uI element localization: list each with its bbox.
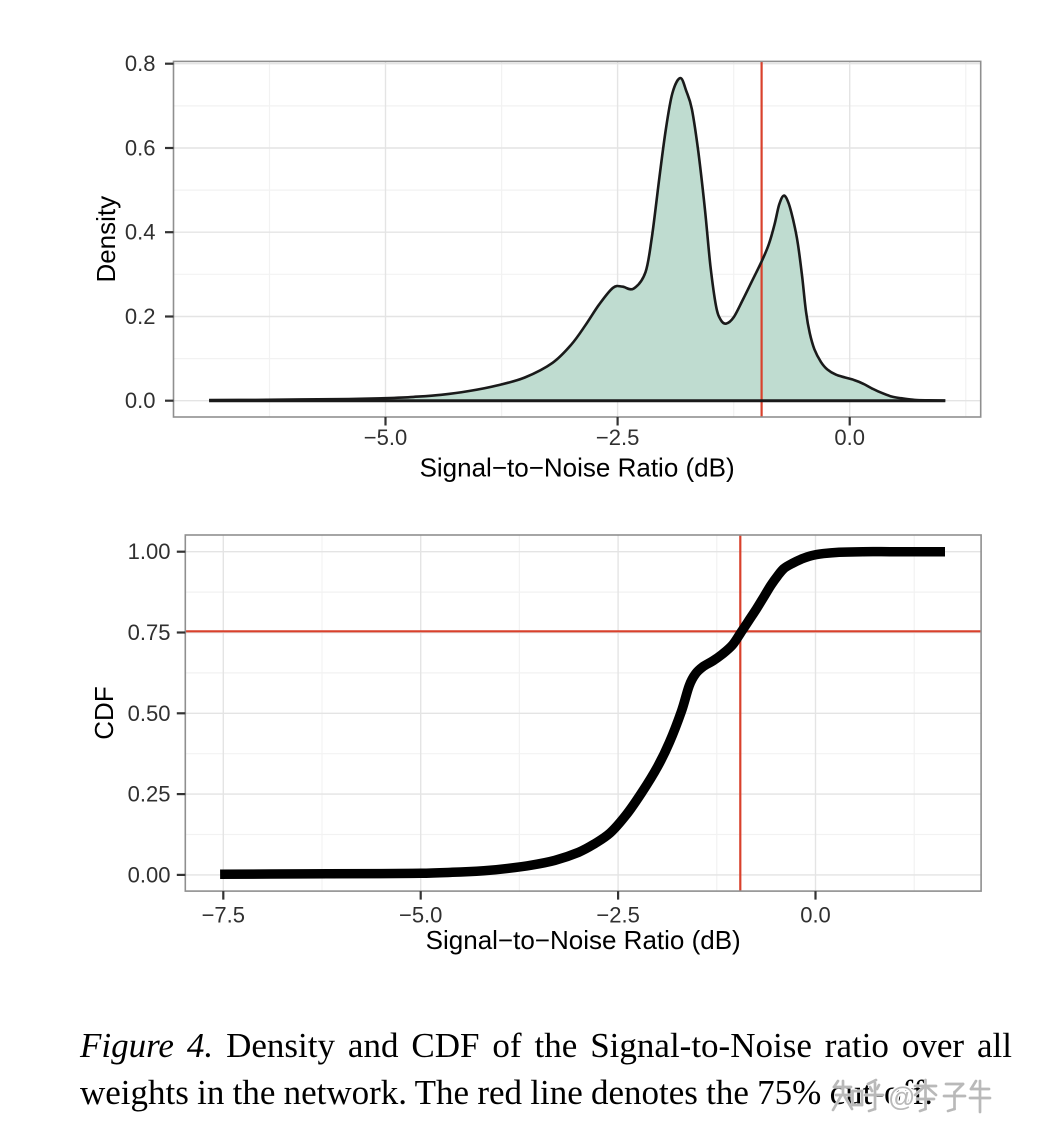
svg-text:Signal−to−Noise Ratio (dB): Signal−to−Noise Ratio (dB) (420, 453, 735, 483)
svg-text:−2.5: −2.5 (596, 425, 639, 450)
svg-text:0.0: 0.0 (834, 425, 865, 450)
svg-text:@: @ (888, 1082, 915, 1112)
svg-text:0.8: 0.8 (125, 51, 156, 76)
svg-text:0.2: 0.2 (125, 304, 156, 329)
svg-text:@: @ (888, 1082, 915, 1112)
svg-text:CDF: CDF (89, 686, 119, 739)
svg-text:−2.5: −2.5 (596, 903, 639, 928)
svg-text:Density: Density (91, 196, 121, 283)
svg-text:−5.0: −5.0 (399, 903, 442, 928)
svg-text:−7.5: −7.5 (202, 903, 245, 928)
svg-text:0.4: 0.4 (125, 220, 156, 245)
svg-text:0.25: 0.25 (128, 782, 171, 807)
svg-text:Signal−to−Noise Ratio (dB): Signal−to−Noise Ratio (dB) (426, 925, 741, 955)
svg-text:1.00: 1.00 (128, 539, 171, 564)
svg-text:0.00: 0.00 (128, 862, 171, 887)
svg-text:0.0: 0.0 (800, 903, 831, 928)
svg-text:−5.0: −5.0 (364, 425, 407, 450)
svg-text:0.0: 0.0 (125, 388, 156, 413)
svg-text:0.6: 0.6 (125, 136, 156, 161)
svg-text:0.75: 0.75 (128, 620, 171, 645)
svg-text:0.50: 0.50 (128, 701, 171, 726)
